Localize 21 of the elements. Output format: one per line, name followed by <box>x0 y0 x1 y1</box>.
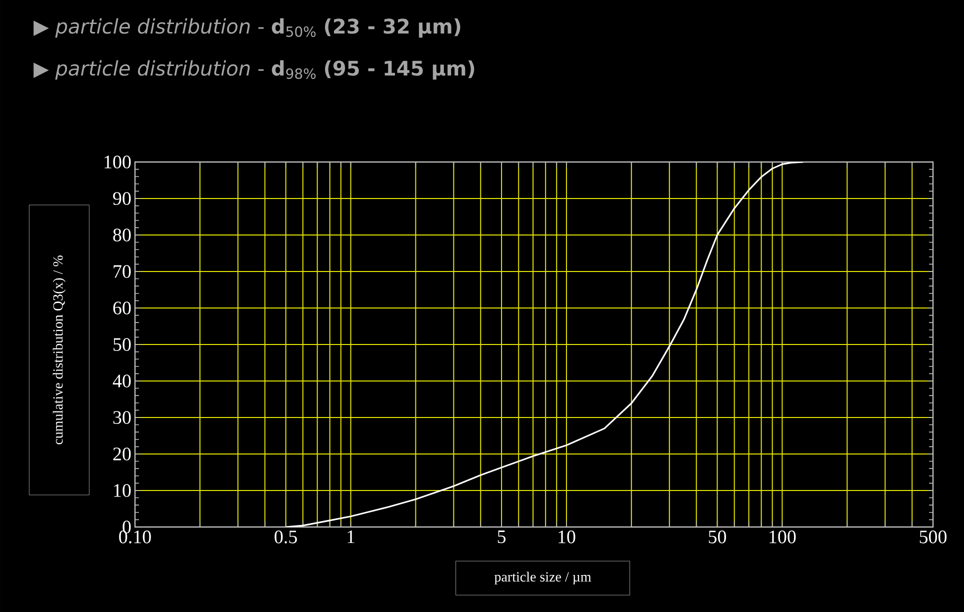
x-tick-label: 1 <box>348 530 354 544</box>
y-axis-title: cumulative distribution Q3(x) / % <box>52 256 66 444</box>
chart-subtitle: ▶ particle distribution - d$_{98%}$ (95 - 145 µm) <box>34 60 474 80</box>
y-tick-label: 30 <box>113 411 131 424</box>
x-tick-label: 100 <box>770 530 796 544</box>
x-tick-label: 10 <box>558 530 576 544</box>
y-tick-label: 60 <box>113 302 131 314</box>
x-tick-label: 50 <box>708 530 726 544</box>
y-tick-label: 70 <box>114 265 131 278</box>
y-tick-label: 100 <box>104 156 131 168</box>
x-tick-label: 0.5 <box>274 530 297 544</box>
y-tick-label: 10 <box>114 484 131 497</box>
y-tick-label: 40 <box>112 374 131 388</box>
x-tick-label: 5 <box>498 530 506 544</box>
chart-title: ▶ particle distribution - d$_{50%}$ (23 - 32 µm) <box>34 18 460 38</box>
y-tick-label: 90 <box>113 192 131 205</box>
x-tick-label: 500 <box>920 530 947 544</box>
y-tick-label: 50 <box>114 338 131 351</box>
y-tick-label: 20 <box>113 448 131 460</box>
y-tick-label: 80 <box>113 228 131 242</box>
x-axis-title: particle size / µm <box>494 572 592 584</box>
